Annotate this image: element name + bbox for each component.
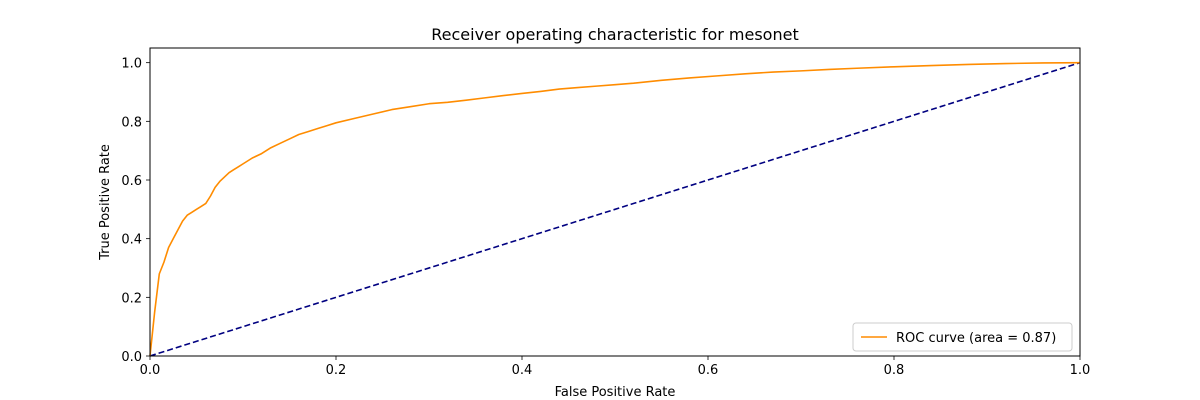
- chart-title: Receiver operating characteristic for me…: [431, 25, 798, 44]
- axes-frame: [149, 47, 1081, 357]
- legend-box: [852, 322, 1073, 352]
- plot-area: [149, 61, 1081, 357]
- x-tick-label: 1.0: [1070, 363, 1091, 378]
- y-tick-label: 0.2: [121, 291, 142, 306]
- y-tick-label: 0.6: [121, 174, 142, 189]
- y-tick-label: 0.0: [121, 350, 142, 365]
- y-tick-label: 0.4: [121, 233, 142, 248]
- x-tick-label: 0.2: [326, 363, 347, 378]
- y-tick-label: 0.8: [121, 115, 142, 130]
- roc-curve-line: [149, 61, 1081, 357]
- x-axis-ticks: 0.0 0.2 0.4 0.6 0.8 1.0: [140, 356, 1091, 378]
- x-tick-label: 0.8: [884, 363, 905, 378]
- legend-label: ROC curve (area = 0.87): [896, 331, 1056, 346]
- x-tick-label: 0.0: [140, 363, 161, 378]
- x-tick-label: 0.6: [698, 363, 719, 378]
- y-axis-ticks: 0.0 0.2 0.4 0.6 0.8 1.0: [121, 57, 150, 365]
- chance-diagonal-line: [149, 61, 1081, 357]
- legend: ROC curve (area = 0.87): [852, 322, 1073, 352]
- x-axis-label: False Positive Rate: [555, 385, 676, 400]
- y-axis-label: True Positive Rate: [98, 144, 113, 261]
- x-tick-label: 0.4: [512, 363, 533, 378]
- y-tick-label: 1.0: [121, 57, 142, 72]
